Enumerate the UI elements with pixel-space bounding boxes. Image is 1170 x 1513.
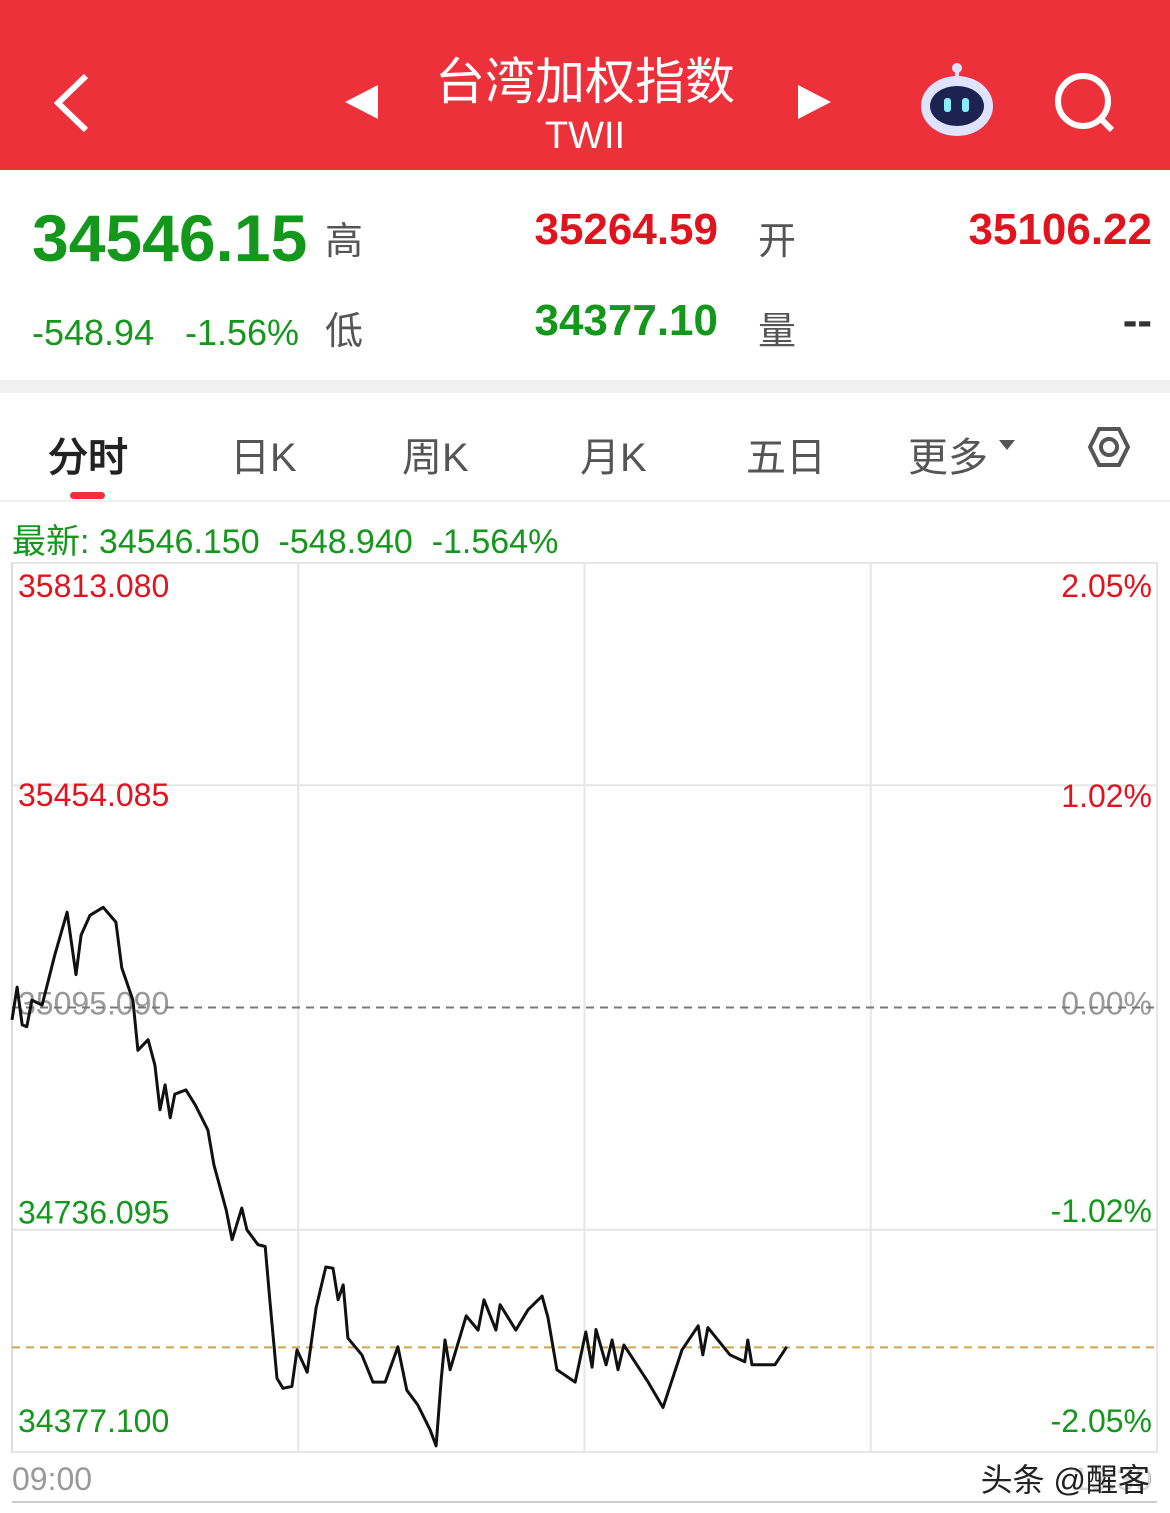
change: -548.94 [32,312,155,353]
subtitle: TWII [544,115,626,157]
header-icons [53,63,1115,136]
latest-row: 最新: 34546.150 -548.940 -1.564% [12,514,558,563]
change-pct: -1.56% [185,312,300,353]
y-tick-label: 35454.085 [18,777,169,813]
x-tick-label: 09:00 [12,1461,92,1497]
header: 台湾加权指数 TWII [0,0,1170,170]
tab[interactable]: 周K [402,436,469,480]
y2-tick-label: 1.02% [1061,778,1152,814]
y-tick-label: 34736.095 [18,1194,169,1230]
search-button[interactable] [1055,73,1115,133]
tab[interactable]: 分时 [48,436,128,480]
value: -- [1122,296,1152,345]
latest-price: 34546.150 [98,523,260,561]
y2-tick-label: -1.02% [1051,1193,1152,1229]
settings-button[interactable] [1087,427,1131,467]
title: 台湾加权指数 [435,54,735,110]
label: 量 [758,311,797,353]
tab-icons [999,427,1131,467]
y-tick-label: 35813.080 [18,568,169,604]
value: 35106.22 [968,205,1152,254]
price-line [10,905,789,1448]
tab[interactable]: 日K [230,436,297,480]
back-button[interactable] [53,73,89,133]
label: 高 [325,221,364,263]
latest-change: -548.940 [278,523,413,561]
latest-label: 最新: [12,523,90,561]
divider [0,500,1170,502]
value: 34377.10 [534,296,718,345]
price: 34546.15 [32,201,308,275]
value: 35264.59 [534,205,718,254]
y-tick-label: 34377.100 [18,1403,169,1439]
y2-tick-label: 0.00% [1061,986,1152,1022]
tab[interactable]: 月K [580,436,647,480]
label: 开 [758,221,797,263]
tab[interactable]: 五日 [746,436,826,480]
y2-tick-label: -2.05% [1051,1403,1152,1439]
tab-indicator [70,492,105,499]
label: 低 [325,311,364,353]
watermark: 头条 @醒客 [980,1455,1150,1501]
prev-button[interactable] [345,85,378,119]
next-button[interactable] [798,85,831,119]
assistant-icon[interactable] [921,63,993,136]
separator [0,380,1170,393]
latest-pct: -1.564% [431,523,559,561]
dropdown-arrow [999,440,1015,450]
tab[interactable]: 更多 [908,436,988,480]
y2-tick-label: 2.05% [1061,568,1152,604]
